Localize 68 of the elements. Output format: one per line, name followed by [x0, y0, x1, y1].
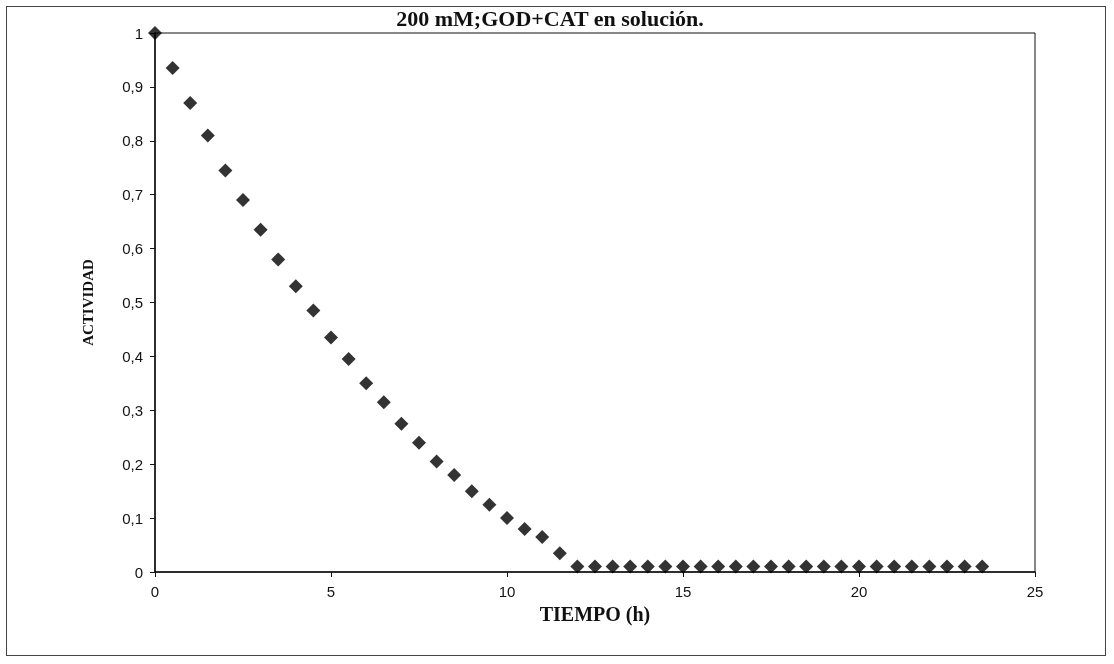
point	[570, 559, 585, 574]
point	[693, 559, 708, 574]
point	[288, 279, 303, 294]
point	[447, 467, 462, 482]
x-tick-label: 5	[326, 583, 336, 600]
point	[588, 559, 602, 574]
point	[482, 497, 497, 512]
point	[218, 163, 233, 178]
y-tick-label: 0,7	[122, 186, 143, 204]
point	[781, 559, 796, 574]
y-axis-title: ACTIVIDAD	[79, 259, 96, 346]
point	[500, 511, 514, 526]
point	[394, 416, 409, 431]
y-tick-label: 0,1	[122, 509, 143, 527]
x-tick-label: 20	[850, 583, 868, 600]
point	[165, 61, 180, 76]
y-tick-label: 0	[134, 563, 143, 581]
point	[412, 435, 426, 450]
x-axis-title: TIEMPO (h)	[539, 602, 651, 626]
point	[746, 559, 761, 574]
point	[904, 559, 919, 574]
y-tick-label: 0,8	[122, 132, 143, 150]
point	[676, 559, 690, 574]
y-tick-label: 0,3	[122, 401, 143, 419]
point	[183, 96, 198, 111]
point	[253, 222, 268, 237]
point	[623, 559, 638, 574]
point	[711, 559, 726, 574]
point	[834, 559, 849, 574]
point	[306, 303, 321, 318]
y-tick-label: 1	[134, 24, 143, 42]
y-tick-label: 0,5	[122, 294, 143, 311]
point	[816, 559, 831, 574]
point	[464, 484, 479, 499]
point	[148, 26, 162, 40]
point	[429, 454, 444, 469]
point	[552, 546, 567, 561]
point	[852, 559, 866, 574]
point	[517, 521, 532, 536]
x-tick-label: 0	[150, 583, 160, 600]
point	[922, 559, 937, 574]
point	[535, 529, 550, 544]
point	[957, 559, 972, 574]
point	[887, 559, 902, 574]
point	[940, 559, 954, 574]
point	[376, 395, 391, 410]
x-tick-label: 15	[674, 583, 692, 600]
point	[658, 559, 673, 574]
point	[236, 193, 250, 208]
chart-title: 200 mM;GOD+CAT en solución.	[396, 5, 704, 31]
point	[640, 559, 655, 574]
point	[764, 559, 778, 574]
y-tick-label: 0,2	[122, 455, 143, 473]
y-tick-label: 0,9	[122, 78, 143, 96]
point	[799, 559, 814, 574]
point	[975, 559, 990, 574]
point	[324, 330, 338, 345]
point	[728, 559, 743, 574]
point	[200, 128, 215, 143]
point	[605, 559, 620, 574]
point	[359, 376, 374, 391]
point	[869, 559, 884, 574]
point	[341, 352, 356, 367]
x-tick-label: 10	[498, 583, 516, 600]
y-tick-label: 0,4	[122, 347, 143, 365]
point	[271, 252, 286, 267]
y-tick-label: 0,6	[122, 240, 143, 258]
x-tick-label: 25	[1026, 583, 1044, 600]
